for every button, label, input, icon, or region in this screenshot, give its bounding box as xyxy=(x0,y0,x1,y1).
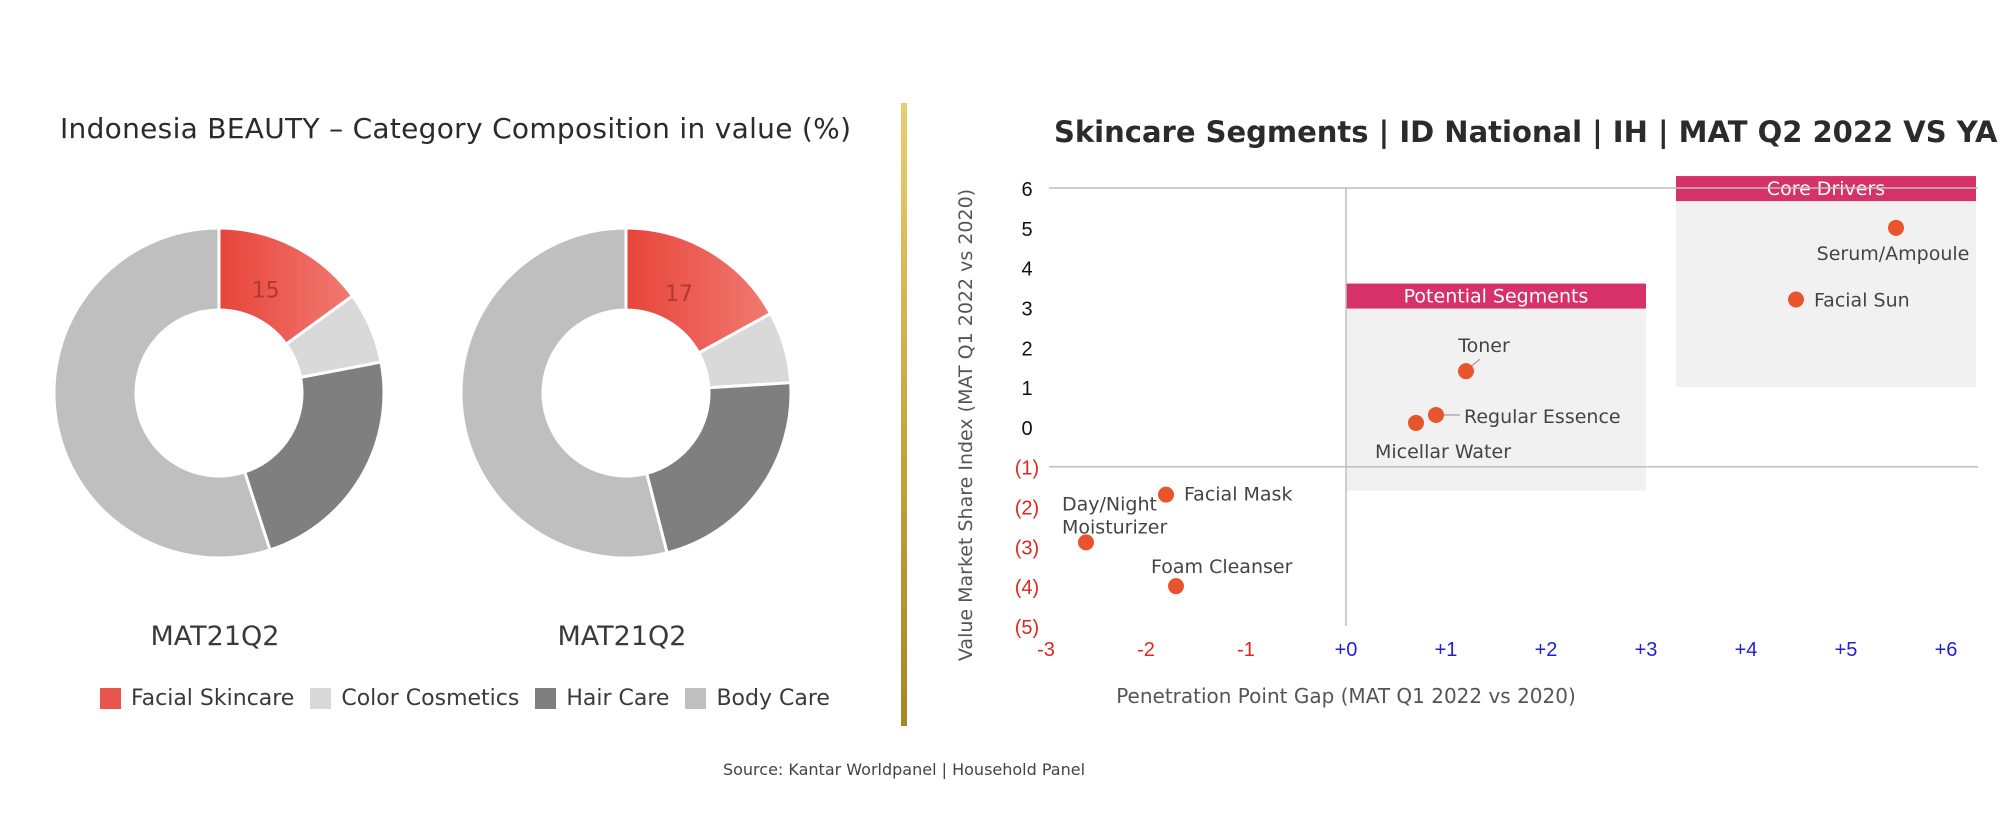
donut-data-label: 17 xyxy=(665,282,693,307)
legend-swatch xyxy=(310,688,332,709)
quadrant-label: Potential Segments xyxy=(1404,286,1589,308)
legend-item-facial-skincare: Facial Skincare xyxy=(100,686,294,711)
left-chart-title: Indonesia BEAUTY – Category Composition … xyxy=(60,112,852,145)
quadrant-banner xyxy=(1346,283,1646,309)
x-tick-label: +3 xyxy=(1635,639,1658,661)
y-tick-label: 0 xyxy=(1021,418,1032,440)
donut-slice-facial-skincare xyxy=(624,226,773,356)
scatter-point-label: Serum/Ampoule xyxy=(1817,243,1970,265)
x-tick-label: +5 xyxy=(1835,639,1858,661)
panel-divider xyxy=(901,103,907,726)
quadrant-box xyxy=(1346,283,1646,491)
donut-slice-hair-care xyxy=(644,381,793,555)
legend-label: Hair Care xyxy=(566,686,670,711)
donut-period-label: MAT21Q2 xyxy=(151,621,280,652)
scatter-point xyxy=(1408,414,1424,431)
x-tick-label: +1 xyxy=(1435,639,1458,661)
y-tick-label: 4 xyxy=(1021,259,1032,281)
scatter-point-label: Toner xyxy=(1457,335,1510,357)
y-tick-label: (5) xyxy=(1015,617,1039,639)
y-tick-label: (4) xyxy=(1015,577,1039,599)
y-tick-label: 6 xyxy=(1021,179,1032,201)
donut-charts: 15 MAT21Q2 17 MAT21Q2 xyxy=(52,226,793,652)
x-tick-label: +4 xyxy=(1735,639,1758,661)
y-tick-label: (1) xyxy=(1015,458,1039,480)
legend-label: Body Care xyxy=(716,686,830,711)
quadrant-label: Core Drivers xyxy=(1767,178,1885,200)
scatter-point-label: Micellar Water xyxy=(1375,441,1511,463)
scatter-point-label: Day/Night Moisturizer xyxy=(1062,493,1167,538)
y-tick-label: 5 xyxy=(1021,219,1032,241)
scatter-point xyxy=(1788,291,1804,308)
scatter-chart: Potential Segments Core Drivers 6 5 4 3 2 1 0 (1)… xyxy=(955,176,1978,708)
y-axis-title: Value Market Share Index (MAT Q1 2022 vs… xyxy=(955,189,977,661)
source-note: Source: Kantar Worldpanel | Household Pa… xyxy=(722,760,1086,779)
x-tick-label: -3 xyxy=(1037,639,1055,661)
legend-item-color-cosmetics: Color Cosmetics xyxy=(310,686,519,711)
x-axis-title: Penetration Point Gap (MAT Q1 2022 vs 20… xyxy=(1116,684,1576,708)
scatter-chart-title: Skincare Segments | ID National | IH | M… xyxy=(1054,115,1998,149)
x-tick-label: +0 xyxy=(1335,639,1358,661)
y-tick-label: (3) xyxy=(1015,537,1039,559)
scatter-point-label: Facial Mask xyxy=(1184,484,1292,506)
scatter-point xyxy=(1168,578,1184,595)
donut-slice-body-care xyxy=(459,226,669,560)
y-tick-label: 1 xyxy=(1021,378,1032,400)
legend-swatch xyxy=(100,688,121,709)
legend-item-hair-care: Hair Care xyxy=(535,686,669,711)
legend-item-body-care: Body Care xyxy=(685,686,830,711)
x-tick-label: -2 xyxy=(1137,639,1155,661)
scatter-point-label: Facial Sun xyxy=(1814,289,1910,311)
legend-label: Color Cosmetics xyxy=(341,686,520,711)
donut-slice-hair-care xyxy=(242,360,386,552)
legend-label: Facial Skincare xyxy=(131,686,295,711)
y-tick-label: 3 xyxy=(1021,298,1032,320)
y-tick-label: (2) xyxy=(1015,498,1039,520)
scatter-point xyxy=(1428,406,1444,423)
legend-swatch xyxy=(685,688,707,709)
scatter-point xyxy=(1078,534,1094,551)
scatter-point-label: Foam Cleanser xyxy=(1151,556,1293,578)
scatter-point-label: Regular Essence xyxy=(1464,406,1621,428)
legend-swatch xyxy=(535,688,557,709)
y-tick-label: 2 xyxy=(1021,338,1032,360)
scatter-point xyxy=(1458,363,1474,380)
x-tick-label: -1 xyxy=(1237,639,1255,661)
x-tick-label: +2 xyxy=(1535,639,1558,661)
scatter-point xyxy=(1888,219,1904,236)
x-tick-label: +6 xyxy=(1935,639,1958,661)
donut-period-label: MAT21Q2 xyxy=(558,621,687,652)
donut-data-label: 15 xyxy=(252,279,280,304)
scatter-point xyxy=(1158,486,1174,503)
donut-slice-body-care xyxy=(52,226,272,560)
quadrant-box xyxy=(1676,176,1976,388)
donut-legend: Facial Skincare Color Cosmetics Hair Car… xyxy=(100,686,846,711)
